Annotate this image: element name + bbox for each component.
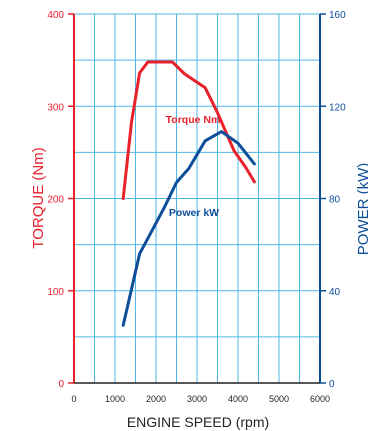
- x-tick-label: 2000: [146, 394, 166, 404]
- y-right-tick-label: 120: [329, 102, 346, 113]
- y-left-tick-label: 300: [47, 102, 64, 113]
- y-right-tick-label: 0: [329, 379, 335, 390]
- x-tick-label: 0: [71, 394, 76, 404]
- y-axis-title-right: POWER (kW): [355, 163, 368, 255]
- y-left-tick-label: 200: [47, 195, 64, 206]
- y-axis-title-left: TORQUE (Nm): [30, 147, 47, 248]
- y-left-tick-label: 100: [47, 287, 64, 298]
- y-right-tick-label: 40: [329, 287, 341, 298]
- grid: [74, 13, 320, 383]
- torque-line: [121, 60, 256, 200]
- series-lines: [121, 60, 256, 327]
- series-label-torque: Torque Nm: [166, 114, 221, 126]
- x-tick-label: 6000: [310, 394, 330, 404]
- x-tick-label: 1000: [105, 394, 125, 404]
- y-left-tick-label: 0: [58, 379, 64, 390]
- series-label-power: Power kW: [169, 207, 219, 219]
- x-axis-title: ENGINE SPEED (rpm): [127, 414, 269, 430]
- x-tick-label: 4000: [228, 394, 248, 404]
- y-right-tick-label: 160: [329, 10, 346, 21]
- x-tick-label: 3000: [187, 394, 207, 404]
- axes: [68, 13, 326, 384]
- power-line: [121, 130, 256, 327]
- y-left-tick-label: 400: [47, 10, 64, 21]
- y-right-tick-label: 80: [329, 195, 341, 206]
- x-tick-label: 5000: [269, 394, 289, 404]
